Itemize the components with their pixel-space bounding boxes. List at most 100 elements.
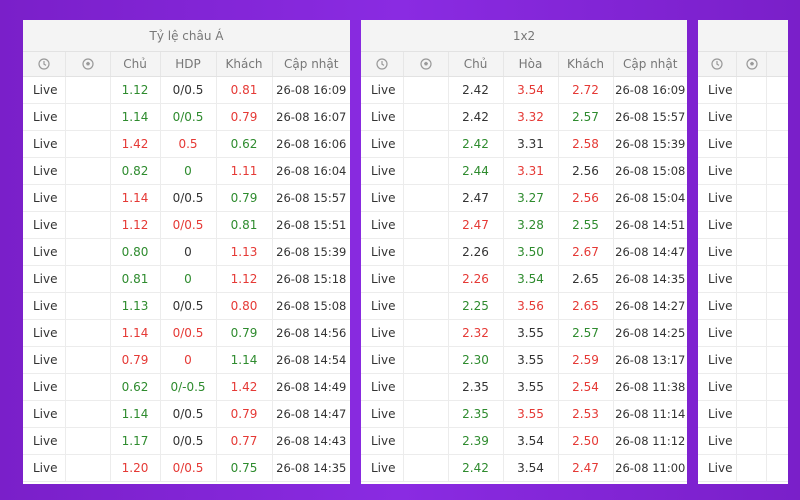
status-cell: Live xyxy=(698,400,738,428)
empty-cell xyxy=(65,103,111,131)
updated-time-cell: 26-08 16:09 xyxy=(272,76,350,104)
odds-row[interactable]: Live xyxy=(698,454,788,482)
status-cell: Live xyxy=(361,373,404,401)
odds-row[interactable]: Live xyxy=(698,238,788,266)
hdp-cell: 0/0.5 xyxy=(160,184,217,212)
status-cell: Live xyxy=(23,184,66,212)
home-odds-cell: 2.35 xyxy=(448,373,504,401)
odds-row[interactable]: Live 1.42 0.5 0.62 26-08 16:06 xyxy=(23,130,350,158)
odds-row[interactable]: Live 2.26 3.50 2.67 26-08 14:47 xyxy=(361,238,687,266)
odds-row[interactable]: Live 1.20 0/0.5 0.75 26-08 14:35 xyxy=(23,454,350,482)
odds-row[interactable]: Live xyxy=(698,292,788,320)
home-odds-cell: 2.39 xyxy=(448,427,504,455)
away-odds-cell: 0.79 xyxy=(216,184,273,212)
updated-time-cell: 26-08 11:14 xyxy=(613,400,687,428)
empty-cell xyxy=(403,157,449,185)
odds-row[interactable]: Live 0.79 0 1.14 26-08 14:54 xyxy=(23,346,350,374)
odds-row[interactable]: Live 1.14 0/0.5 0.79 26-08 14:47 xyxy=(23,400,350,428)
odds-row[interactable]: Live xyxy=(698,400,788,428)
odds-row[interactable]: Live xyxy=(698,211,788,239)
odds-row[interactable]: Live xyxy=(698,76,788,104)
status-cell: Live xyxy=(23,454,66,482)
status-cell: Live xyxy=(23,400,66,428)
home-odds-cell: 2.26 xyxy=(448,238,504,266)
odds-row[interactable]: Live 2.39 3.54 2.50 26-08 11:12 xyxy=(361,427,687,455)
home-odds-cell: 2.42 xyxy=(448,454,504,482)
odds-row[interactable]: Live 1.12 0/0.5 0.81 26-08 15:51 xyxy=(23,211,350,239)
away-odds-cell: 0.77 xyxy=(216,427,273,455)
draw-odds-cell: 3.28 xyxy=(503,211,559,239)
odds-row[interactable]: Live xyxy=(698,130,788,158)
odds-row[interactable]: Live 2.47 3.28 2.55 26-08 14:51 xyxy=(361,211,687,239)
odds-row[interactable]: Live 1.14 0/0.5 0.79 26-08 14:56 xyxy=(23,319,350,347)
updated-time-cell: 26-08 11:00 xyxy=(613,454,687,482)
odds-row[interactable]: Live 0.80 0 1.13 26-08 15:39 xyxy=(23,238,350,266)
soccer-ball-icon xyxy=(419,58,432,70)
empty-cell xyxy=(736,211,768,239)
odds-row[interactable]: Live xyxy=(698,346,788,374)
away-odds-cell: 2.65 xyxy=(558,292,614,320)
ball-header xyxy=(65,52,111,77)
odds-row[interactable]: Live xyxy=(698,319,788,347)
odds-row[interactable]: Live xyxy=(698,427,788,455)
odds-row[interactable]: Live xyxy=(698,157,788,185)
empty-cell xyxy=(403,454,449,482)
away-odds-cell: 0.79 xyxy=(216,400,273,428)
asian-handicap-title: Tỷ lệ châu Á xyxy=(23,20,350,52)
odds-row[interactable]: Live 0.62 0/-0.5 1.42 26-08 14:49 xyxy=(23,373,350,401)
empty-cell xyxy=(65,157,111,185)
odds-row[interactable]: Live 2.35 3.55 2.54 26-08 11:38 xyxy=(361,373,687,401)
away-odds-cell: 1.12 xyxy=(216,265,273,293)
odds-row[interactable]: Live 1.14 0/0.5 0.79 26-08 15:57 xyxy=(23,184,350,212)
empty-cell xyxy=(403,265,449,293)
odds-row[interactable]: Live xyxy=(698,373,788,401)
odds-row[interactable]: Live 2.47 3.27 2.56 26-08 15:04 xyxy=(361,184,687,212)
odds-row[interactable]: Live 2.25 3.56 2.65 26-08 14:27 xyxy=(361,292,687,320)
updated-time-cell: 26-08 16:06 xyxy=(272,130,350,158)
away-odds-cell: 0.62 xyxy=(216,130,273,158)
odds-row[interactable]: Live 2.42 3.32 2.57 26-08 15:57 xyxy=(361,103,687,131)
empty-cell xyxy=(766,346,788,374)
away-odds-cell: 2.58 xyxy=(558,130,614,158)
odds-row[interactable]: Live 2.26 3.54 2.65 26-08 14:35 xyxy=(361,265,687,293)
hdp-cell: 0/0.5 xyxy=(160,211,217,239)
draw-odds-cell: 3.27 xyxy=(503,184,559,212)
status-cell: Live xyxy=(23,76,66,104)
odds-row[interactable]: Live 1.13 0/0.5 0.80 26-08 15:08 xyxy=(23,292,350,320)
empty-cell xyxy=(736,373,768,401)
status-cell: Live xyxy=(361,427,404,455)
odds-row[interactable]: Live 2.35 3.55 2.53 26-08 11:14 xyxy=(361,400,687,428)
empty-cell xyxy=(403,427,449,455)
odds-row[interactable]: Live 1.14 0/0.5 0.79 26-08 16:07 xyxy=(23,103,350,131)
empty-cell xyxy=(736,103,768,131)
odds-row[interactable]: Live 2.42 3.31 2.58 26-08 15:39 xyxy=(361,130,687,158)
status-cell: Live xyxy=(23,319,66,347)
empty-cell xyxy=(403,130,449,158)
odds-row[interactable]: Live 0.82 0 1.11 26-08 16:04 xyxy=(23,157,350,185)
home-odds-cell: 2.47 xyxy=(448,211,504,239)
draw-odds-cell: 3.55 xyxy=(503,400,559,428)
odds-row[interactable]: Live xyxy=(698,184,788,212)
home-odds-cell: 1.14 xyxy=(110,103,161,131)
odds-row[interactable]: Live 2.30 3.55 2.59 26-08 13:17 xyxy=(361,346,687,374)
odds-row[interactable]: Live 2.42 3.54 2.72 26-08 16:09 xyxy=(361,76,687,104)
status-cell: Live xyxy=(361,103,404,131)
empty-cell xyxy=(736,157,768,185)
odds-row[interactable]: Live 2.32 3.55 2.57 26-08 14:25 xyxy=(361,319,687,347)
odds-row[interactable]: Live 2.44 3.31 2.56 26-08 15:08 xyxy=(361,157,687,185)
odds-row[interactable]: Live 1.17 0/0.5 0.77 26-08 14:43 xyxy=(23,427,350,455)
odds-row[interactable]: Live xyxy=(698,265,788,293)
away-odds-cell: 2.65 xyxy=(558,265,614,293)
odds-row[interactable]: Live 1.12 0/0.5 0.81 26-08 16:09 xyxy=(23,76,350,104)
empty-cell xyxy=(65,454,111,482)
empty-cell xyxy=(736,427,768,455)
third-header-row xyxy=(698,52,788,77)
home-odds-cell: 2.35 xyxy=(448,400,504,428)
odds-row[interactable]: Live 0.81 0 1.12 26-08 15:18 xyxy=(23,265,350,293)
odds-row[interactable]: Live xyxy=(698,103,788,131)
empty-cell xyxy=(403,400,449,428)
hdp-cell: 0/0.5 xyxy=(160,454,217,482)
odds-row[interactable]: Live 2.42 3.54 2.47 26-08 11:00 xyxy=(361,454,687,482)
empty-cell xyxy=(766,76,788,104)
clock-header xyxy=(361,52,404,77)
